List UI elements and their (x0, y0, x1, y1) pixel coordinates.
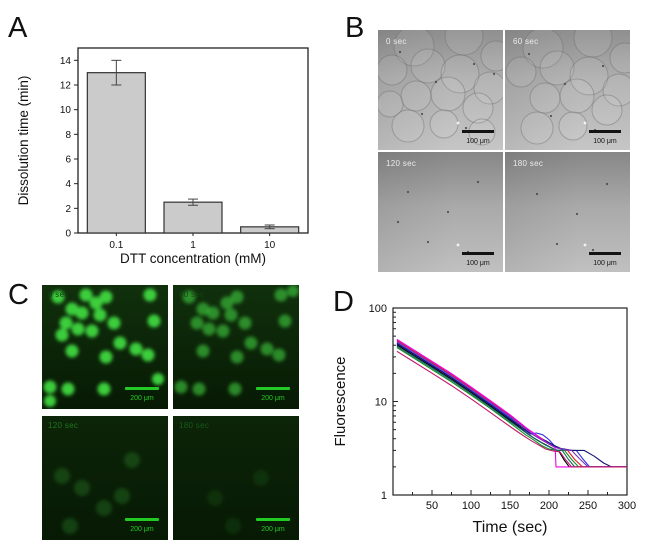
micrograph-image (42, 285, 168, 409)
micrograph-c-60sec: 60 sec 200 μm (173, 285, 299, 409)
svg-text:1: 1 (190, 240, 196, 251)
scale-bar-label: 200 μm (261, 395, 285, 402)
svg-text:10: 10 (375, 397, 387, 409)
scale-bar (589, 130, 621, 133)
timestamp-label: 60 sec (179, 290, 205, 299)
timestamp-label: 60 sec (513, 37, 539, 46)
svg-text:1: 1 (381, 490, 387, 502)
scale-bar (125, 387, 159, 390)
scale-bar-label: 200 μm (261, 526, 285, 533)
micrograph-c-180sec: 180 sec 200 μm (173, 416, 299, 540)
scale-bar-label: 100 μm (466, 260, 490, 267)
panel-d-letter: D (333, 286, 354, 318)
svg-text:6: 6 (65, 155, 71, 166)
panel-b-letter: B (345, 12, 365, 44)
panel-b-grid: 0 sec 100 μm 60 sec 100 μm 120 sec 100 μ… (378, 30, 632, 272)
svg-text:100: 100 (369, 303, 387, 315)
micrograph-c-0sec: 0 sec 200 μm (42, 285, 168, 409)
panel-a-letter: A (8, 12, 28, 44)
scale-bar-label: 100 μm (593, 260, 617, 267)
svg-text:0.1: 0.1 (109, 240, 123, 251)
micrograph-b-120sec: 120 sec 100 μm (378, 152, 503, 272)
timestamp-label: 120 sec (386, 159, 417, 168)
svg-text:10: 10 (264, 240, 276, 251)
micrograph-b-60sec: 60 sec 100 μm (505, 30, 630, 150)
svg-text:Time (sec): Time (sec) (473, 519, 548, 536)
scale-bar (462, 130, 494, 133)
timestamp-label: 120 sec (48, 421, 79, 430)
micrograph-b-0sec: 0 sec 100 μm (378, 30, 503, 150)
micrograph-c-120sec: 120 sec 200 μm (42, 416, 168, 540)
scale-bar-label: 200 μm (130, 526, 154, 533)
timestamp-label: 180 sec (179, 421, 210, 430)
svg-text:4: 4 (65, 179, 71, 190)
svg-text:Dissolution time (min): Dissolution time (min) (16, 76, 31, 206)
svg-text:150: 150 (501, 500, 519, 512)
svg-text:300: 300 (618, 500, 636, 512)
scale-bar-label: 100 μm (593, 138, 617, 145)
micrograph-image (173, 285, 299, 409)
svg-text:8: 8 (65, 130, 71, 141)
micrograph-image (378, 152, 503, 272)
svg-text:2: 2 (65, 204, 71, 215)
scale-bar (256, 518, 290, 521)
svg-text:Fluorescence: Fluorescence (332, 356, 349, 446)
svg-text:DTT concentration (mM): DTT concentration (mM) (120, 251, 266, 266)
svg-text:10: 10 (60, 105, 72, 116)
svg-text:12: 12 (60, 81, 72, 92)
timestamp-label: 0 sec (386, 37, 407, 46)
svg-text:250: 250 (579, 500, 597, 512)
svg-text:0: 0 (65, 229, 71, 240)
svg-text:200: 200 (540, 500, 558, 512)
micrograph-image (42, 416, 168, 540)
micrograph-b-180sec: 180 sec 100 μm (505, 152, 630, 272)
timestamp-label: 0 sec (48, 290, 69, 299)
scale-bar-label: 200 μm (130, 395, 154, 402)
scale-bar (125, 518, 159, 521)
panel-c-letter: C (8, 279, 29, 311)
timestamp-label: 180 sec (513, 159, 544, 168)
line-chart-svg: 50 100 150 200 250 300 1 10 100 Time (sec) Fluores… (332, 303, 636, 536)
scale-bar (462, 252, 494, 255)
micrograph-image (173, 416, 299, 540)
svg-text:14: 14 (60, 56, 72, 67)
scale-bar (256, 387, 290, 390)
scale-bar-label: 100 μm (466, 138, 490, 145)
panel-c-grid: 0 sec 200 μm 60 sec 200 μm 120 sec 200 μ… (42, 285, 300, 541)
svg-text:50: 50 (426, 500, 438, 512)
svg-text:100: 100 (462, 500, 480, 512)
scale-bar (589, 252, 621, 255)
